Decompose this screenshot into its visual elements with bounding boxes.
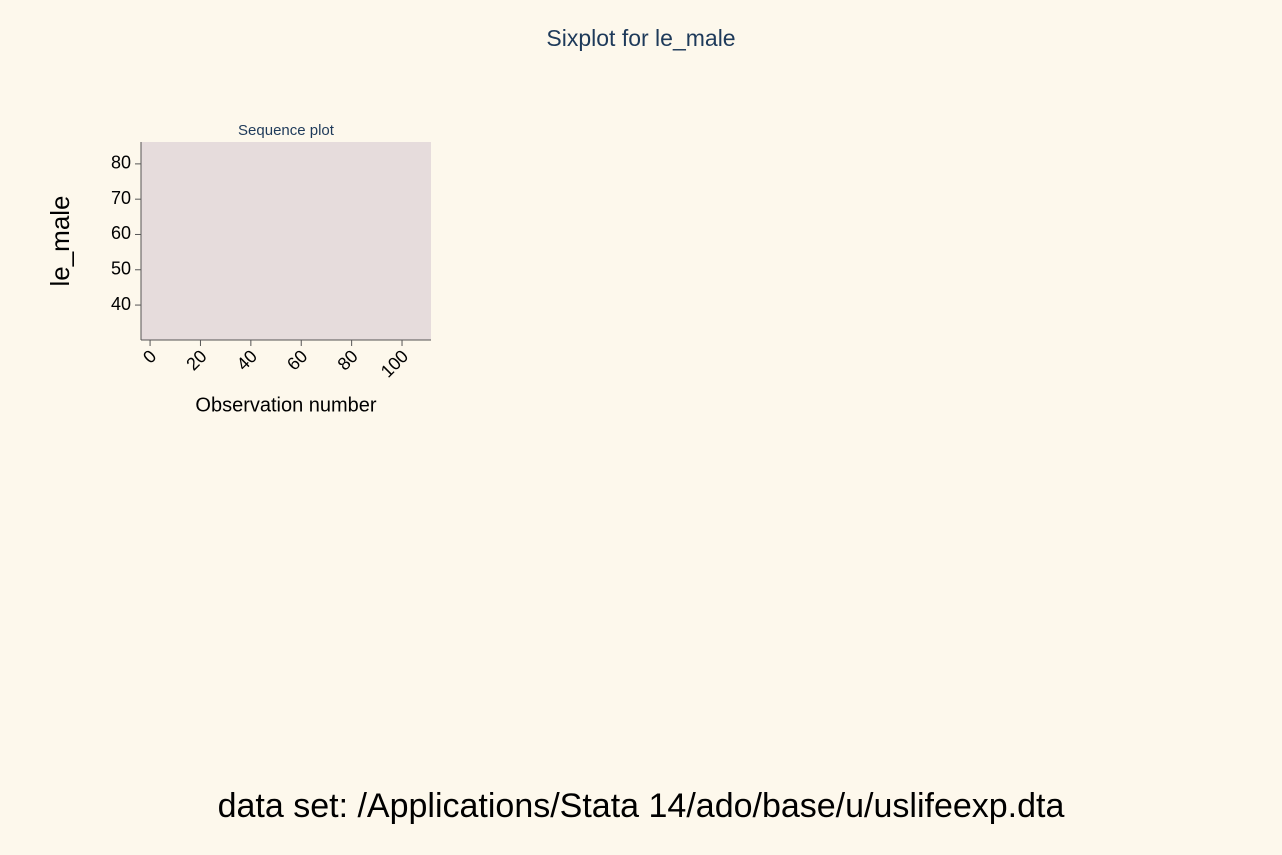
y-tick-label: 70 xyxy=(111,188,131,208)
caption: data set: /Applications/Stata 14/ado/bas… xyxy=(218,787,1065,825)
y-axis-title: le_male xyxy=(45,195,75,286)
y-tick-label: 60 xyxy=(111,223,131,243)
plot-area xyxy=(141,142,431,340)
x-axis-title: Observation number xyxy=(195,394,377,416)
y-tick-label: 40 xyxy=(111,294,131,314)
y-tick-label: 80 xyxy=(111,153,131,173)
panel-title: Sequence plot xyxy=(238,122,335,139)
y-tick-label: 50 xyxy=(111,259,131,279)
main-title: Sixplot for le_male xyxy=(546,25,735,51)
